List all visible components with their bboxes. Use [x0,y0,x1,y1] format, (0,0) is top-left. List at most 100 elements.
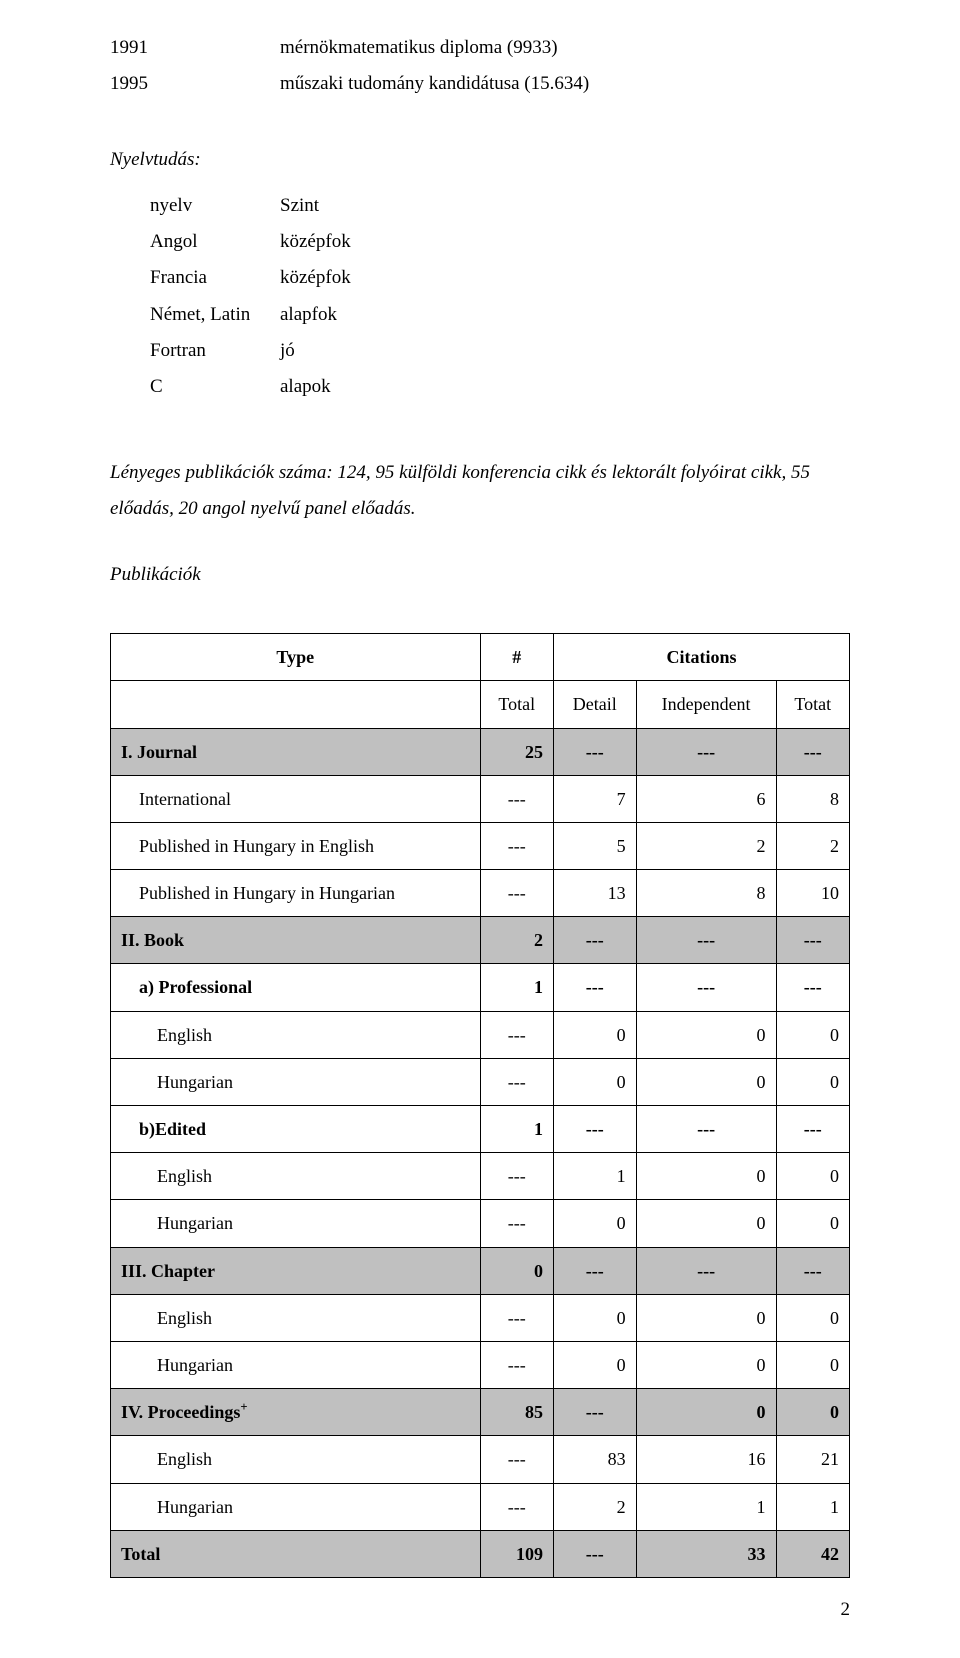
row-label: a) Professional [111,964,481,1011]
language-name: Német, Latin [110,297,280,333]
row-total: --- [480,822,553,869]
degree-list: 1991mérnökmatematikus diploma (9933)1995… [110,30,850,102]
language-name: Francia [110,260,280,296]
publications-table: Type#Citations TotalDetailIndependentTot… [110,633,850,1578]
table-row: IV. Proceedings+85---00 [111,1389,850,1436]
row-total: --- [480,1436,553,1483]
th-hash: # [480,634,553,681]
row-detail: 83 [553,1436,636,1483]
row-total: --- [480,1058,553,1105]
row-detail: --- [553,1247,636,1294]
row-detail: 7 [553,775,636,822]
language-name: C [110,369,280,405]
row-label: Published in Hungary in English [111,822,481,869]
language-heading: Nyelvtudás: [110,142,850,178]
table-row: b)Edited1--------- [111,1106,850,1153]
row-detail: 0 [553,1011,636,1058]
row-independent: 8 [636,870,776,917]
language-row: Franciaközépfok [110,260,850,296]
degree-row: 1995műszaki tudomány kandidátusa (15.634… [110,66,850,102]
row-detail: --- [553,1389,636,1436]
table-body: TotalDetailIndependentTotatI. Journal25-… [111,681,850,1578]
table-row: Hungarian---000 [111,1341,850,1388]
total-independent: 33 [636,1530,776,1577]
row-detail: --- [553,917,636,964]
row-detail: 13 [553,870,636,917]
row-total: 25 [480,728,553,775]
language-level: középfok [280,260,351,296]
table-row: International---768 [111,775,850,822]
row-totat: 2 [776,822,849,869]
table-row: Published in Hungary in Hungarian---1381… [111,870,850,917]
row-independent: 0 [636,1389,776,1436]
row-totat: 0 [776,1058,849,1105]
language-row: Német, Latinalapfok [110,297,850,333]
row-total: 2 [480,917,553,964]
table-subheader-row: TotalDetailIndependentTotat [111,681,850,728]
row-independent: 1 [636,1483,776,1530]
subhead-totat: Totat [776,681,849,728]
row-label: Hungarian [111,1341,481,1388]
table-row: Hungarian---211 [111,1483,850,1530]
row-independent: --- [636,964,776,1011]
row-total: --- [480,870,553,917]
row-total: --- [480,1294,553,1341]
row-total: --- [480,1011,553,1058]
total-total: 109 [480,1530,553,1577]
row-detail: --- [553,964,636,1011]
row-label: Hungarian [111,1483,481,1530]
row-label: Hungarian [111,1058,481,1105]
row-totat: 8 [776,775,849,822]
row-totat: --- [776,1247,849,1294]
row-totat: 21 [776,1436,849,1483]
degree-text: műszaki tudomány kandidátusa (15.634) [280,66,589,102]
row-totat: 10 [776,870,849,917]
language-header-row: nyelv Szint [110,188,850,224]
row-totat: 0 [776,1011,849,1058]
row-total: --- [480,775,553,822]
row-detail: 2 [553,1483,636,1530]
table-row: Published in Hungary in English---522 [111,822,850,869]
row-independent: 0 [636,1011,776,1058]
row-total: 1 [480,964,553,1011]
row-totat: --- [776,917,849,964]
language-level: alapok [280,369,331,405]
row-detail: --- [553,1106,636,1153]
essential-publications-text: Lényeges publikációk száma: 124, 95 külf… [110,455,850,527]
table-row: I. Journal25--------- [111,728,850,775]
row-label: Published in Hungary in Hungarian [111,870,481,917]
publications-heading: Publikációk [110,557,850,593]
row-detail: 5 [553,822,636,869]
row-independent: 6 [636,775,776,822]
language-row: Fortranjó [110,333,850,369]
row-total: 1 [480,1106,553,1153]
row-independent: 16 [636,1436,776,1483]
table-row: a) Professional1--------- [111,964,850,1011]
table-row: Hungarian---000 [111,1058,850,1105]
page-number: 2 [841,1592,851,1628]
degree-year: 1991 [110,30,280,66]
th-type: Type [111,634,481,681]
row-total: --- [480,1200,553,1247]
row-detail: --- [553,728,636,775]
table-row: III. Chapter0--------- [111,1247,850,1294]
row-total: --- [480,1483,553,1530]
row-total: --- [480,1153,553,1200]
table-row: English---100 [111,1153,850,1200]
row-label: International [111,775,481,822]
row-totat: --- [776,964,849,1011]
row-detail: 0 [553,1341,636,1388]
row-label: English [111,1153,481,1200]
row-detail: 0 [553,1294,636,1341]
row-totat: 0 [776,1294,849,1341]
subhead-empty [111,681,481,728]
table-row: English---831621 [111,1436,850,1483]
subhead-detail: Detail [553,681,636,728]
total-label: Total [111,1530,481,1577]
total-totat: 42 [776,1530,849,1577]
row-label: English [111,1011,481,1058]
row-totat: 0 [776,1389,849,1436]
language-header-name: nyelv [110,188,280,224]
language-name: Fortran [110,333,280,369]
row-independent: --- [636,917,776,964]
